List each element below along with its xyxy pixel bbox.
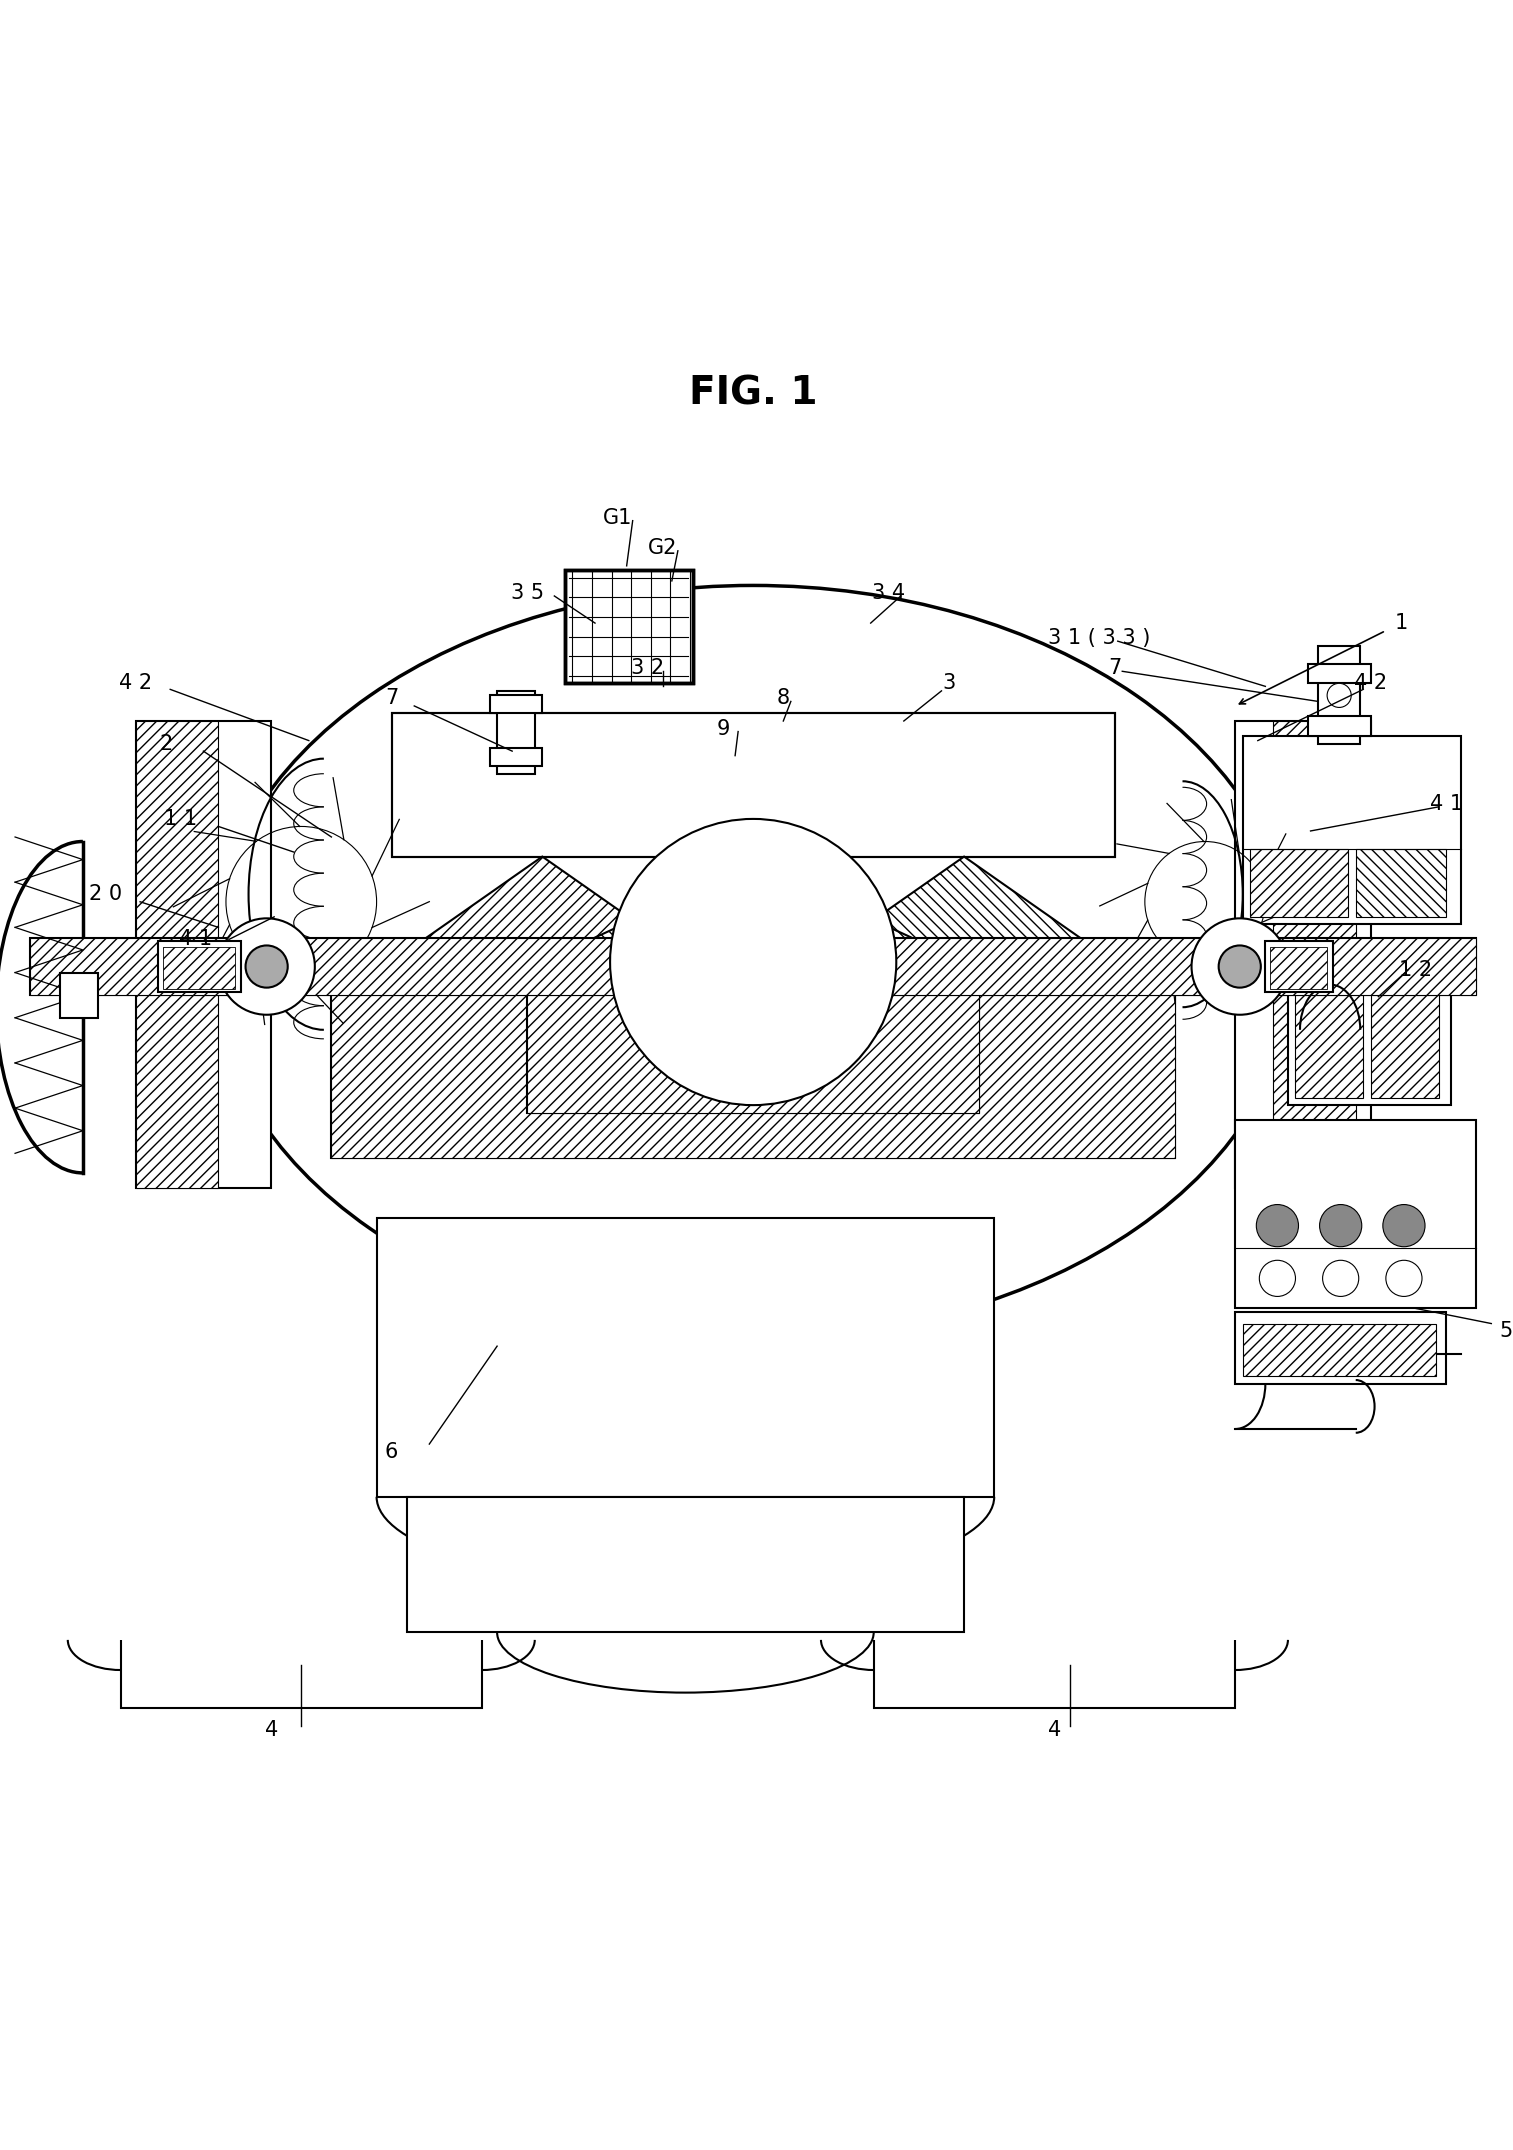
- Text: 4: 4: [265, 1720, 278, 1739]
- Circle shape: [610, 819, 896, 1105]
- Bar: [490, 694, 542, 714]
- Bar: [498, 690, 534, 774]
- Text: 1 2: 1 2: [1400, 959, 1433, 980]
- Bar: [159, 942, 241, 991]
- Text: 5: 5: [1499, 1320, 1513, 1342]
- Circle shape: [1256, 1204, 1298, 1247]
- Bar: [1235, 720, 1371, 1189]
- Text: 6: 6: [384, 1443, 398, 1462]
- Text: 4: 4: [1049, 1720, 1061, 1739]
- Circle shape: [1322, 1260, 1359, 1296]
- Bar: [1371, 955, 1439, 1099]
- Circle shape: [218, 918, 315, 1015]
- Text: 4 2: 4 2: [1354, 673, 1387, 692]
- Circle shape: [1319, 1204, 1362, 1247]
- Bar: [331, 961, 1176, 1159]
- Text: 3 5: 3 5: [511, 583, 543, 602]
- Circle shape: [1386, 1260, 1422, 1296]
- Bar: [163, 946, 235, 989]
- Text: 9: 9: [716, 718, 729, 740]
- Bar: [1318, 645, 1360, 744]
- Text: 3 2: 3 2: [631, 658, 664, 677]
- Bar: [30, 937, 1477, 995]
- Text: G1: G1: [602, 507, 632, 527]
- Bar: [1356, 849, 1446, 916]
- Text: 8: 8: [776, 688, 790, 707]
- Bar: [527, 940, 979, 1114]
- Circle shape: [1383, 1204, 1425, 1247]
- Circle shape: [1327, 684, 1351, 707]
- Text: 7: 7: [384, 688, 398, 707]
- Bar: [1235, 1312, 1446, 1385]
- Bar: [1242, 1324, 1436, 1376]
- Polygon shape: [392, 856, 693, 961]
- Bar: [331, 961, 1176, 1159]
- Bar: [61, 972, 98, 1017]
- Bar: [490, 748, 542, 765]
- Bar: [1269, 946, 1327, 989]
- Text: 4 1: 4 1: [179, 929, 212, 950]
- Text: 1: 1: [1395, 613, 1407, 632]
- Bar: [1235, 1120, 1477, 1309]
- Bar: [233, 937, 300, 995]
- Bar: [377, 1219, 994, 1496]
- Bar: [1250, 849, 1348, 916]
- Bar: [1242, 735, 1462, 924]
- Text: 3 1 ( 3 3 ): 3 1 ( 3 3 ): [1049, 628, 1151, 647]
- Text: G2: G2: [648, 538, 678, 557]
- Polygon shape: [814, 856, 1115, 961]
- Circle shape: [1192, 918, 1288, 1015]
- Circle shape: [245, 946, 287, 987]
- Bar: [1307, 716, 1371, 735]
- Text: FIG. 1: FIG. 1: [688, 374, 817, 413]
- Bar: [30, 937, 1477, 995]
- Text: 7: 7: [1108, 658, 1121, 677]
- Bar: [1206, 937, 1272, 995]
- Bar: [392, 714, 1115, 856]
- Polygon shape: [542, 864, 964, 1060]
- Text: 1 1: 1 1: [165, 808, 197, 830]
- Text: 4 1: 4 1: [1430, 793, 1463, 815]
- Ellipse shape: [210, 585, 1295, 1339]
- Bar: [1295, 955, 1363, 1099]
- Text: 4 2: 4 2: [120, 673, 153, 692]
- Bar: [136, 720, 271, 1189]
- Bar: [1265, 942, 1333, 991]
- Bar: [392, 714, 1115, 856]
- Bar: [1272, 720, 1356, 1189]
- Text: 3 4: 3 4: [871, 583, 905, 602]
- Circle shape: [1259, 1260, 1295, 1296]
- Bar: [136, 720, 218, 1189]
- Bar: [1307, 664, 1371, 684]
- Bar: [1288, 942, 1451, 1105]
- Circle shape: [1218, 946, 1260, 987]
- Text: 3: 3: [943, 673, 956, 692]
- Bar: [407, 1496, 964, 1632]
- Bar: [564, 570, 693, 684]
- Text: 2 0: 2 0: [89, 884, 123, 905]
- Bar: [564, 570, 693, 684]
- Text: 2: 2: [159, 733, 172, 755]
- Bar: [527, 940, 979, 1114]
